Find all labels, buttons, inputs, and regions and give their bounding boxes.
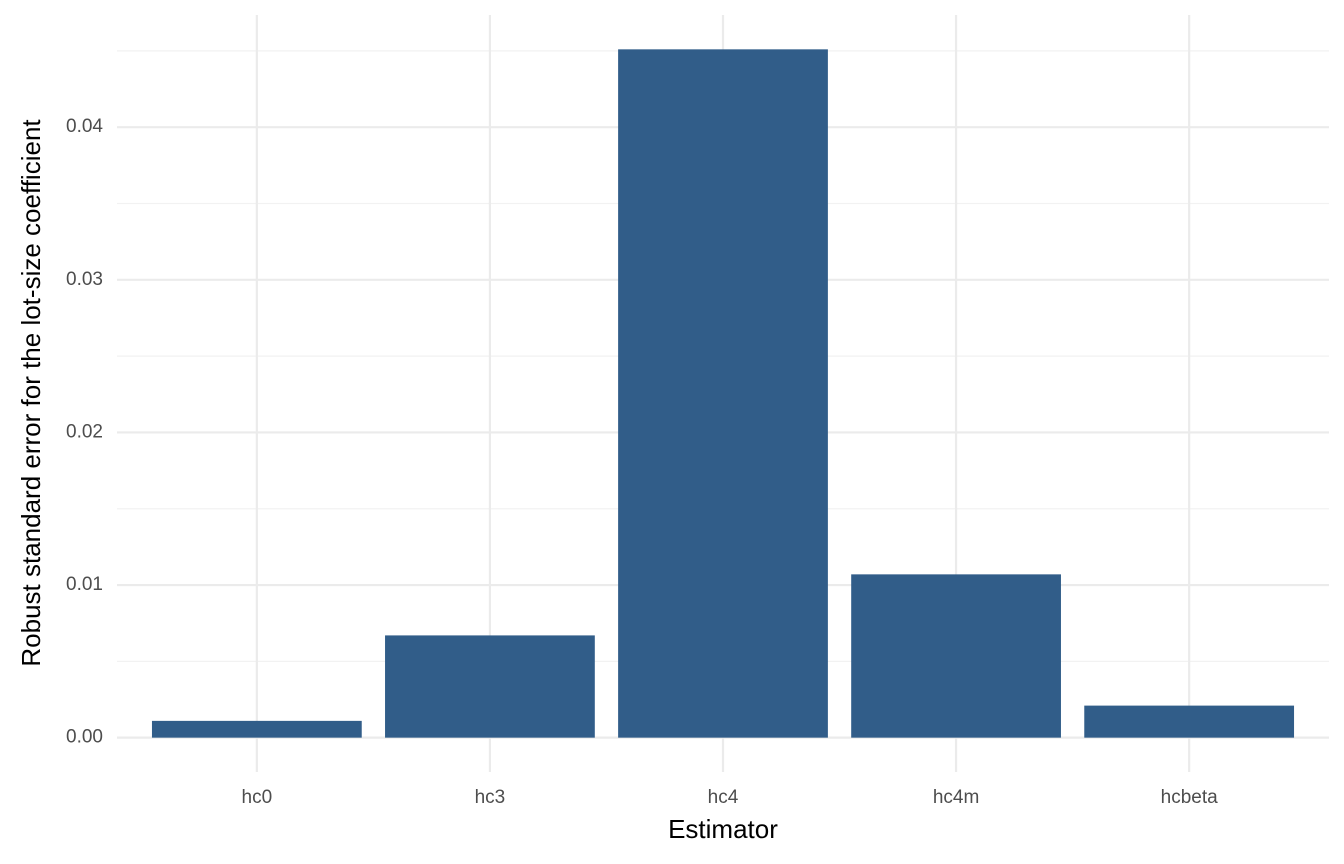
x-tick-label: hcbeta [1161, 787, 1218, 808]
y-tick-label: 0.00 [66, 727, 103, 748]
x-tick-label: hc0 [242, 787, 273, 808]
x-axis-title: Estimator [668, 814, 778, 844]
x-tick-label: hc3 [475, 787, 506, 808]
bar [151, 720, 362, 738]
y-tick-label: 0.04 [66, 116, 103, 137]
x-tick-label: hc4m [933, 787, 979, 808]
y-tick-label: 0.01 [66, 574, 103, 595]
bar [385, 635, 595, 738]
y-tick-label: 0.03 [66, 269, 103, 290]
bar [1084, 705, 1295, 738]
x-tick-label: hc4 [708, 787, 739, 808]
y-axis-title: Robust standard error for the lot-size c… [16, 119, 46, 667]
y-tick-label: 0.02 [66, 421, 103, 442]
bar [618, 49, 828, 738]
bar [851, 574, 1061, 738]
